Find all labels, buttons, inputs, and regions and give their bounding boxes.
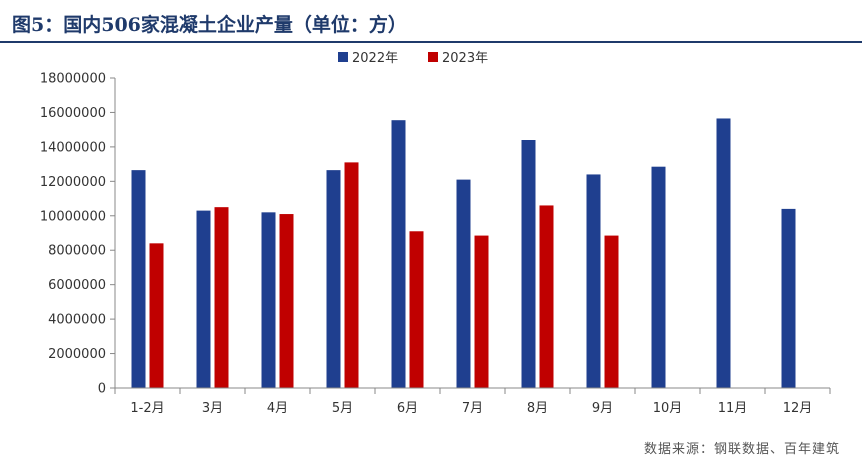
x-tick-label: 11月 [718, 401, 748, 416]
y-tick-label: 8000000 [48, 244, 106, 259]
bar-series-a [391, 120, 406, 388]
bar-series-a [326, 170, 341, 388]
legend-swatch [338, 52, 348, 62]
bar-series-a [261, 212, 276, 388]
bar-series-b [474, 235, 489, 388]
bar-series-a [131, 170, 146, 388]
x-tick-label: 8月 [527, 401, 548, 416]
y-tick-label: 16000000 [40, 106, 106, 121]
x-tick-label: 6月 [397, 401, 418, 416]
y-tick-label: 12000000 [40, 175, 106, 190]
x-tick-label: 10月 [653, 401, 683, 416]
bar-series-b [539, 205, 554, 388]
x-tick-label: 12月 [783, 401, 813, 416]
x-tick-label: 4月 [267, 401, 288, 416]
y-tick-label: 6000000 [48, 278, 106, 293]
legend-label: 2023年 [442, 51, 488, 66]
bar-series-b [149, 243, 164, 388]
bar-series-b [214, 207, 229, 388]
y-tick-label: 14000000 [40, 140, 106, 155]
x-tick-label: 7月 [462, 401, 483, 416]
bar-series-a [716, 118, 731, 388]
legend-swatch [428, 52, 438, 62]
bar-series-b [279, 214, 294, 388]
y-tick-label: 0 [98, 382, 106, 397]
bar-series-a [651, 166, 666, 388]
bar-series-b [604, 235, 619, 388]
data-source: 数据来源：钢联数据、百年建筑 [643, 442, 840, 457]
x-tick-label: 1-2月 [130, 401, 164, 416]
bar-series-a [456, 179, 471, 388]
bar-series-a [586, 174, 601, 388]
bar-series-b [409, 231, 424, 388]
title-divider [0, 41, 862, 43]
y-tick-label: 4000000 [48, 313, 106, 328]
x-tick-label: 3月 [202, 401, 223, 416]
legend: 2022年 2023年 [338, 51, 488, 66]
chart-title: 图5：国内506家混凝土企业产量（单位：方） [12, 14, 407, 36]
y-tick-label: 10000000 [40, 209, 106, 224]
x-tick-label: 9月 [592, 401, 613, 416]
bar-series-a [521, 140, 536, 388]
bar-series-a [196, 210, 211, 388]
y-tick-label: 18000000 [40, 72, 106, 87]
y-axis: 0 2000000 4000000 6000000 8000000 10000000 120… [40, 72, 116, 397]
bars [131, 118, 796, 388]
legend-label: 2022年 [352, 51, 398, 66]
x-tick-label: 5月 [332, 401, 353, 416]
bar-series-a [781, 208, 796, 388]
x-axis: 1-2月 3月 4月 5月 6月 7月 8月 9月 10月 11月 12月 [114, 387, 831, 416]
y-tick-label: 2000000 [48, 347, 106, 362]
bar-series-b [344, 162, 359, 388]
